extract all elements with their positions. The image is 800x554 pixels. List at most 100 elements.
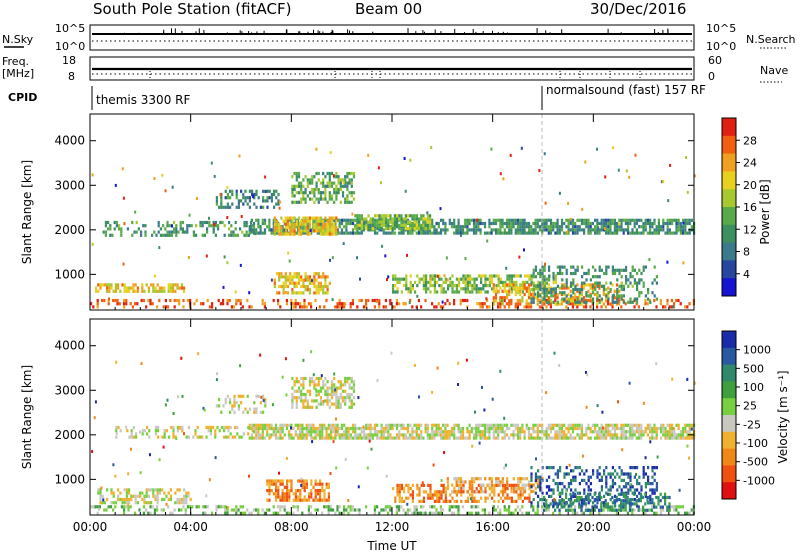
data-cell — [326, 288, 329, 292]
data-cell — [499, 508, 502, 512]
data-cell — [314, 426, 317, 431]
data-cell — [253, 407, 256, 411]
data-cell — [319, 389, 323, 393]
nsky-spikes — [124, 28, 669, 34]
data-cell — [501, 218, 504, 222]
data-cell — [223, 435, 226, 439]
data-cell — [453, 298, 456, 303]
data-cell — [409, 220, 412, 224]
data-cell — [384, 505, 387, 509]
data-cell — [530, 231, 533, 235]
data-cell — [352, 171, 356, 176]
data-cell — [589, 482, 592, 486]
data-cell — [469, 277, 472, 281]
data-cell — [602, 436, 605, 440]
data-cell — [178, 508, 181, 512]
data-cell — [281, 430, 284, 434]
data-cell — [547, 436, 550, 440]
data-cell — [602, 218, 605, 222]
data-cell — [301, 430, 304, 434]
data-cell — [114, 505, 117, 509]
data-cell — [409, 493, 412, 497]
data-cell — [324, 232, 327, 236]
data-cell — [279, 423, 282, 427]
data-cell — [640, 433, 643, 437]
data-cell — [337, 386, 340, 390]
data-cell — [549, 218, 553, 222]
data-cell — [622, 231, 625, 235]
data-cell — [505, 296, 509, 300]
data-cell — [288, 479, 291, 483]
data-cell — [468, 433, 471, 437]
data-cell — [671, 218, 674, 222]
data-cell — [462, 483, 465, 487]
data-cell — [149, 505, 152, 509]
data-cell — [411, 426, 414, 431]
data-cell — [471, 483, 474, 487]
data-cell — [451, 280, 454, 284]
data-cell — [664, 433, 667, 437]
data-cell — [393, 305, 396, 309]
data-cell — [373, 228, 377, 232]
data-cell — [675, 231, 678, 235]
data-cell — [657, 231, 660, 235]
data-cell — [532, 498, 535, 502]
data-cell — [322, 229, 325, 233]
data-cell — [613, 218, 616, 222]
data-cell — [444, 231, 447, 235]
data-cell — [539, 498, 542, 502]
data-cell — [585, 271, 588, 276]
data-cell — [576, 289, 579, 293]
data-cell — [299, 222, 301, 226]
data-cell — [352, 197, 356, 201]
data-cell — [293, 380, 296, 384]
data-cell — [413, 505, 416, 509]
data-cell — [360, 217, 363, 221]
data-cell — [341, 184, 345, 188]
data-cell — [284, 226, 287, 230]
data-cell — [480, 496, 483, 500]
data-cell — [631, 436, 634, 440]
data-cell — [308, 219, 312, 223]
data-cell — [145, 488, 148, 492]
data-cell — [339, 187, 342, 192]
data-cell — [431, 436, 434, 440]
data-cell — [350, 171, 353, 176]
data-cell — [543, 430, 546, 434]
data-cell — [516, 426, 520, 431]
data-cell — [499, 302, 502, 306]
data-cell — [220, 410, 223, 414]
data-cell — [527, 283, 531, 287]
data-cell — [587, 426, 590, 431]
data-cell — [514, 289, 517, 293]
data-cell — [240, 199, 243, 203]
data-cell — [560, 426, 564, 431]
data-cell — [326, 181, 329, 185]
data-cell — [166, 224, 169, 228]
data-cell — [494, 423, 498, 427]
data-cell — [613, 433, 616, 437]
data-cell — [189, 302, 192, 306]
data-cell — [453, 477, 456, 481]
data-cell — [587, 228, 590, 232]
data-cell — [572, 475, 575, 479]
data-cell — [299, 479, 302, 483]
data-cell — [120, 505, 123, 509]
data-cell — [365, 217, 368, 221]
data-cell — [552, 300, 555, 304]
data-cell — [609, 498, 612, 502]
data-cell — [354, 214, 357, 218]
data-cell — [642, 430, 645, 434]
data-cell — [130, 497, 133, 502]
data-cell — [475, 436, 478, 440]
data-cell — [238, 435, 241, 439]
data-cell — [510, 280, 513, 284]
data-cell — [571, 221, 575, 226]
data-cell — [306, 275, 309, 279]
data-cell — [314, 479, 317, 483]
data-cell — [310, 433, 313, 437]
data-cell — [373, 430, 377, 434]
data-cell — [603, 284, 606, 288]
data-cell — [123, 305, 126, 309]
data-cell — [306, 226, 309, 230]
